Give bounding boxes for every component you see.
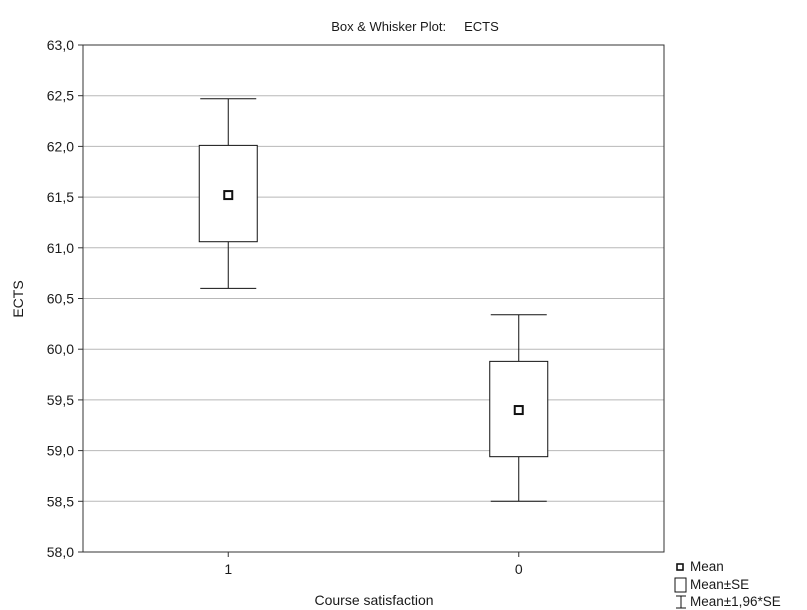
y-tick-label: 62,5 — [47, 88, 74, 104]
y-tick-label: 58,0 — [47, 544, 74, 560]
legend-ci-label: Mean±1,96*SE — [690, 594, 781, 609]
y-tick-label: 61,0 — [47, 240, 74, 256]
grid-lines — [83, 95, 664, 502]
legend-mean-label: Mean — [690, 559, 724, 574]
y-axis-ticks: 58,0 58,5 59,0 59,5 60,0 60,5 61,0 61,5 62,0 62,5… — [47, 37, 83, 560]
mean-marker — [223, 190, 234, 201]
y-tick-label: 60,0 — [47, 341, 74, 357]
y-tick-label: 61,5 — [47, 189, 74, 205]
x-tick-label: 1 — [224, 561, 232, 577]
legend: Mean Mean±SE Mean±1,96*SE — [674, 559, 781, 609]
y-tick-label: 58,5 — [47, 493, 74, 509]
box-group-1 — [198, 98, 258, 289]
y-axis-label: ECTS — [10, 280, 26, 317]
box-groups — [198, 98, 549, 502]
y-tick-label: 59,0 — [47, 443, 74, 459]
y-tick-label: 59,5 — [47, 392, 74, 408]
chart-title: Box & Whisker Plot: ECTS — [331, 19, 499, 34]
mean-marker — [513, 405, 524, 416]
y-tick-label: 60,5 — [47, 291, 74, 307]
x-tick-label: 0 — [515, 561, 523, 577]
legend-se-label: Mean±SE — [690, 577, 749, 592]
x-axis-label: Course satisfaction — [314, 592, 433, 608]
y-tick-label: 62,0 — [47, 138, 74, 154]
y-tick-label: 63,0 — [47, 37, 74, 53]
legend-ci-symbol — [676, 595, 686, 609]
box-group-0 — [489, 314, 549, 502]
legend-mean-symbol — [676, 563, 684, 571]
legend-se-symbol — [674, 577, 687, 593]
